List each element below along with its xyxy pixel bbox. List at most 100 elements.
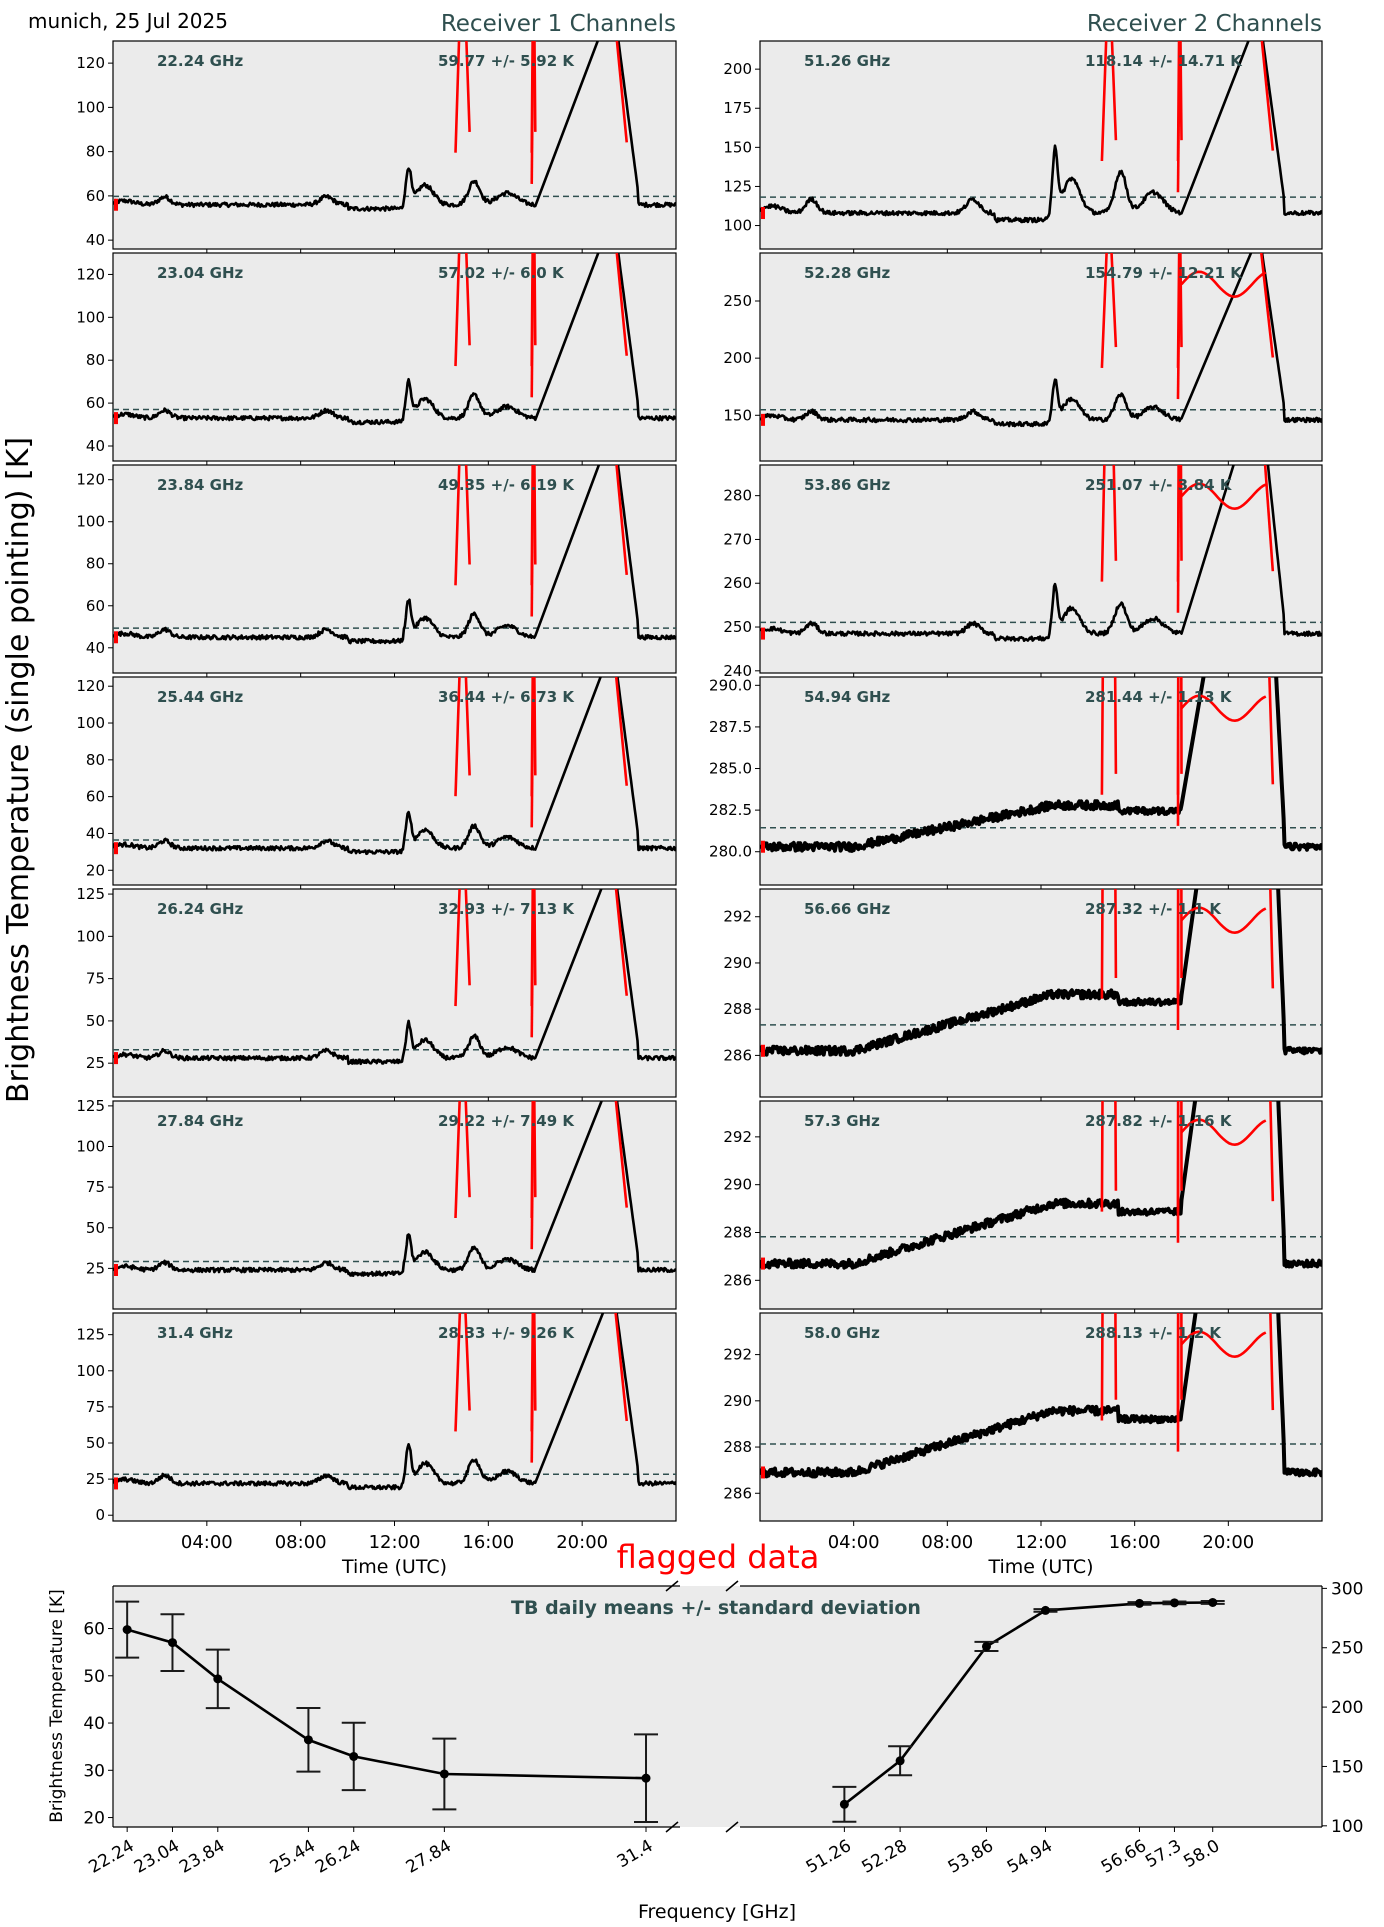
y-tick-label: 200 bbox=[723, 60, 752, 78]
y-tick-label: 292 bbox=[723, 1128, 752, 1146]
x-tick-label: 16:00 bbox=[1109, 1532, 1161, 1553]
flagged-segment bbox=[614, 889, 629, 996]
y-tick-label: 60 bbox=[86, 394, 105, 412]
y-tick-label: 290 bbox=[723, 1176, 752, 1194]
mean-std-label: 36.44 +/- 6.73 K bbox=[438, 688, 575, 706]
summary-axes-bg bbox=[113, 1586, 1322, 1827]
x-tick-label: 12:00 bbox=[1015, 1532, 1067, 1553]
y-tick-label: 100 bbox=[723, 217, 752, 235]
y-tick-label: 80 bbox=[86, 143, 105, 161]
mean-std-label: 288.13 +/- 1.2 K bbox=[1085, 1324, 1222, 1342]
axes-frame bbox=[759, 1312, 1323, 1522]
series-line bbox=[760, 41, 1322, 224]
y-tick-label: 80 bbox=[86, 555, 105, 573]
y-tick-label: 120 bbox=[76, 54, 105, 72]
mean-point bbox=[439, 1769, 449, 1779]
flagged-segment bbox=[615, 465, 629, 576]
x-tick-label: 20:00 bbox=[556, 1532, 608, 1553]
time-series-panel: 0 25 50 75 100 125 04:00 08:00 12:00 16:00 20:00 31… bbox=[76, 1312, 677, 1553]
time-series-panel: 25 50 75 100 125 26.24 GHz 32.93 +/- 7.13 K bbox=[76, 885, 677, 1102]
mean-point bbox=[303, 1735, 313, 1745]
y-tick-label: 100 bbox=[76, 308, 105, 326]
summary-y-axis-label: Brightness Temperature [K] bbox=[47, 1589, 67, 1822]
y-tick-label: 80 bbox=[86, 351, 105, 369]
frequency-label: 25.44 GHz bbox=[157, 688, 244, 706]
mean-std-label: 32.93 +/- 7.13 K bbox=[438, 900, 575, 918]
x-tick-label: 22.24 bbox=[86, 1836, 138, 1878]
flagged-segment bbox=[1180, 1330, 1267, 1359]
x-tick-label: 54.94 bbox=[1004, 1836, 1056, 1878]
x-tick-label: 20:00 bbox=[1202, 1532, 1254, 1553]
y-tick-label: 100 bbox=[76, 714, 105, 732]
x-tick-label: 04:00 bbox=[828, 1532, 880, 1553]
mean-point bbox=[122, 1625, 132, 1635]
y-tick-label: 286 bbox=[723, 1046, 752, 1064]
flagged-segment bbox=[530, 253, 535, 398]
y-tick-label: 280.0 bbox=[709, 843, 752, 861]
y-tick-label: 20 bbox=[86, 861, 105, 879]
flagged-segment bbox=[1180, 270, 1267, 299]
y-tick-label: 100 bbox=[76, 1138, 105, 1156]
y-tick-label: 100 bbox=[76, 513, 105, 531]
mean-point bbox=[641, 1773, 651, 1783]
y-tick-label: 0 bbox=[95, 1506, 105, 1524]
flagged-segment bbox=[530, 889, 535, 1038]
flagged-segment bbox=[114, 412, 118, 425]
mean-std-label: 29.22 +/- 7.49 K bbox=[438, 1112, 575, 1130]
y-tick-label: 125 bbox=[723, 177, 752, 195]
x-tick-label: 58.0 bbox=[1180, 1836, 1223, 1872]
y-tick-label: 100 bbox=[76, 1362, 105, 1380]
flagged-segment bbox=[454, 253, 471, 367]
y-tick-label: 120 bbox=[76, 265, 105, 283]
flagged-segment bbox=[1269, 889, 1275, 989]
plot-area bbox=[760, 677, 1322, 853]
y-tick-label: 125 bbox=[76, 1097, 105, 1115]
flagged-segment bbox=[1100, 253, 1118, 368]
flagged-segment bbox=[761, 1257, 765, 1270]
series-line bbox=[760, 889, 1322, 1057]
mean-std-label: 287.32 +/- 1.1 K bbox=[1085, 900, 1222, 918]
y-tick-label: 300 bbox=[1331, 1579, 1363, 1599]
flagged-segment bbox=[1100, 41, 1118, 162]
y-tick-label: 60 bbox=[86, 187, 105, 205]
mean-point bbox=[167, 1638, 177, 1648]
x-tick-label: 12:00 bbox=[369, 1532, 421, 1553]
y-tick-label: 75 bbox=[86, 1398, 105, 1416]
y-tick-label: 250 bbox=[723, 618, 752, 636]
time-series-panel: 40 60 80 100 120 22.24 GHz 59.77 +/- 5.92 K bbox=[76, 40, 677, 254]
flagged-segment bbox=[454, 1313, 471, 1432]
frequency-label: 52.28 GHz bbox=[804, 264, 891, 282]
plot-area bbox=[113, 889, 676, 1066]
flagged-segment bbox=[1180, 1118, 1267, 1147]
flagged-segment bbox=[1269, 1313, 1275, 1411]
flagged-segment bbox=[114, 1052, 118, 1065]
time-series-panel: 280.0 282.5 285.0 287.5 290.0 54.94 GHz 281.44… bbox=[709, 676, 1323, 890]
frequency-label: 58.0 GHz bbox=[804, 1324, 880, 1342]
frequency-label: 26.24 GHz bbox=[157, 900, 244, 918]
series-line bbox=[760, 1101, 1322, 1270]
flagged-segment bbox=[1259, 253, 1275, 358]
flagged-segment bbox=[114, 198, 118, 211]
y-tick-label: 60 bbox=[86, 788, 105, 806]
mean-point bbox=[1040, 1605, 1050, 1615]
flagged-segment bbox=[761, 207, 765, 220]
y-tick-label: 100 bbox=[76, 927, 105, 945]
plot-area bbox=[113, 1101, 676, 1277]
frequency-label: 23.04 GHz bbox=[157, 264, 244, 282]
flagged-segment bbox=[530, 41, 535, 184]
receiver2-x-axis-label: Time (UTC) bbox=[987, 1556, 1093, 1578]
flagged-segment bbox=[615, 253, 629, 356]
y-tick-label: 60 bbox=[83, 1620, 105, 1640]
axes-frame bbox=[112, 888, 677, 1098]
axis-break-mark bbox=[725, 1580, 739, 1592]
y-tick-label: 250 bbox=[723, 292, 752, 310]
y-tick-label: 285.0 bbox=[709, 760, 752, 778]
x-tick-label: 27.84 bbox=[403, 1836, 455, 1878]
mean-point bbox=[213, 1674, 223, 1684]
y-tick-label: 286 bbox=[723, 1271, 752, 1289]
frequency-label: 56.66 GHz bbox=[804, 900, 891, 918]
x-tick-label: 26.24 bbox=[312, 1836, 364, 1878]
flagged-segment bbox=[1263, 465, 1275, 572]
flagged-segment bbox=[1176, 41, 1181, 193]
